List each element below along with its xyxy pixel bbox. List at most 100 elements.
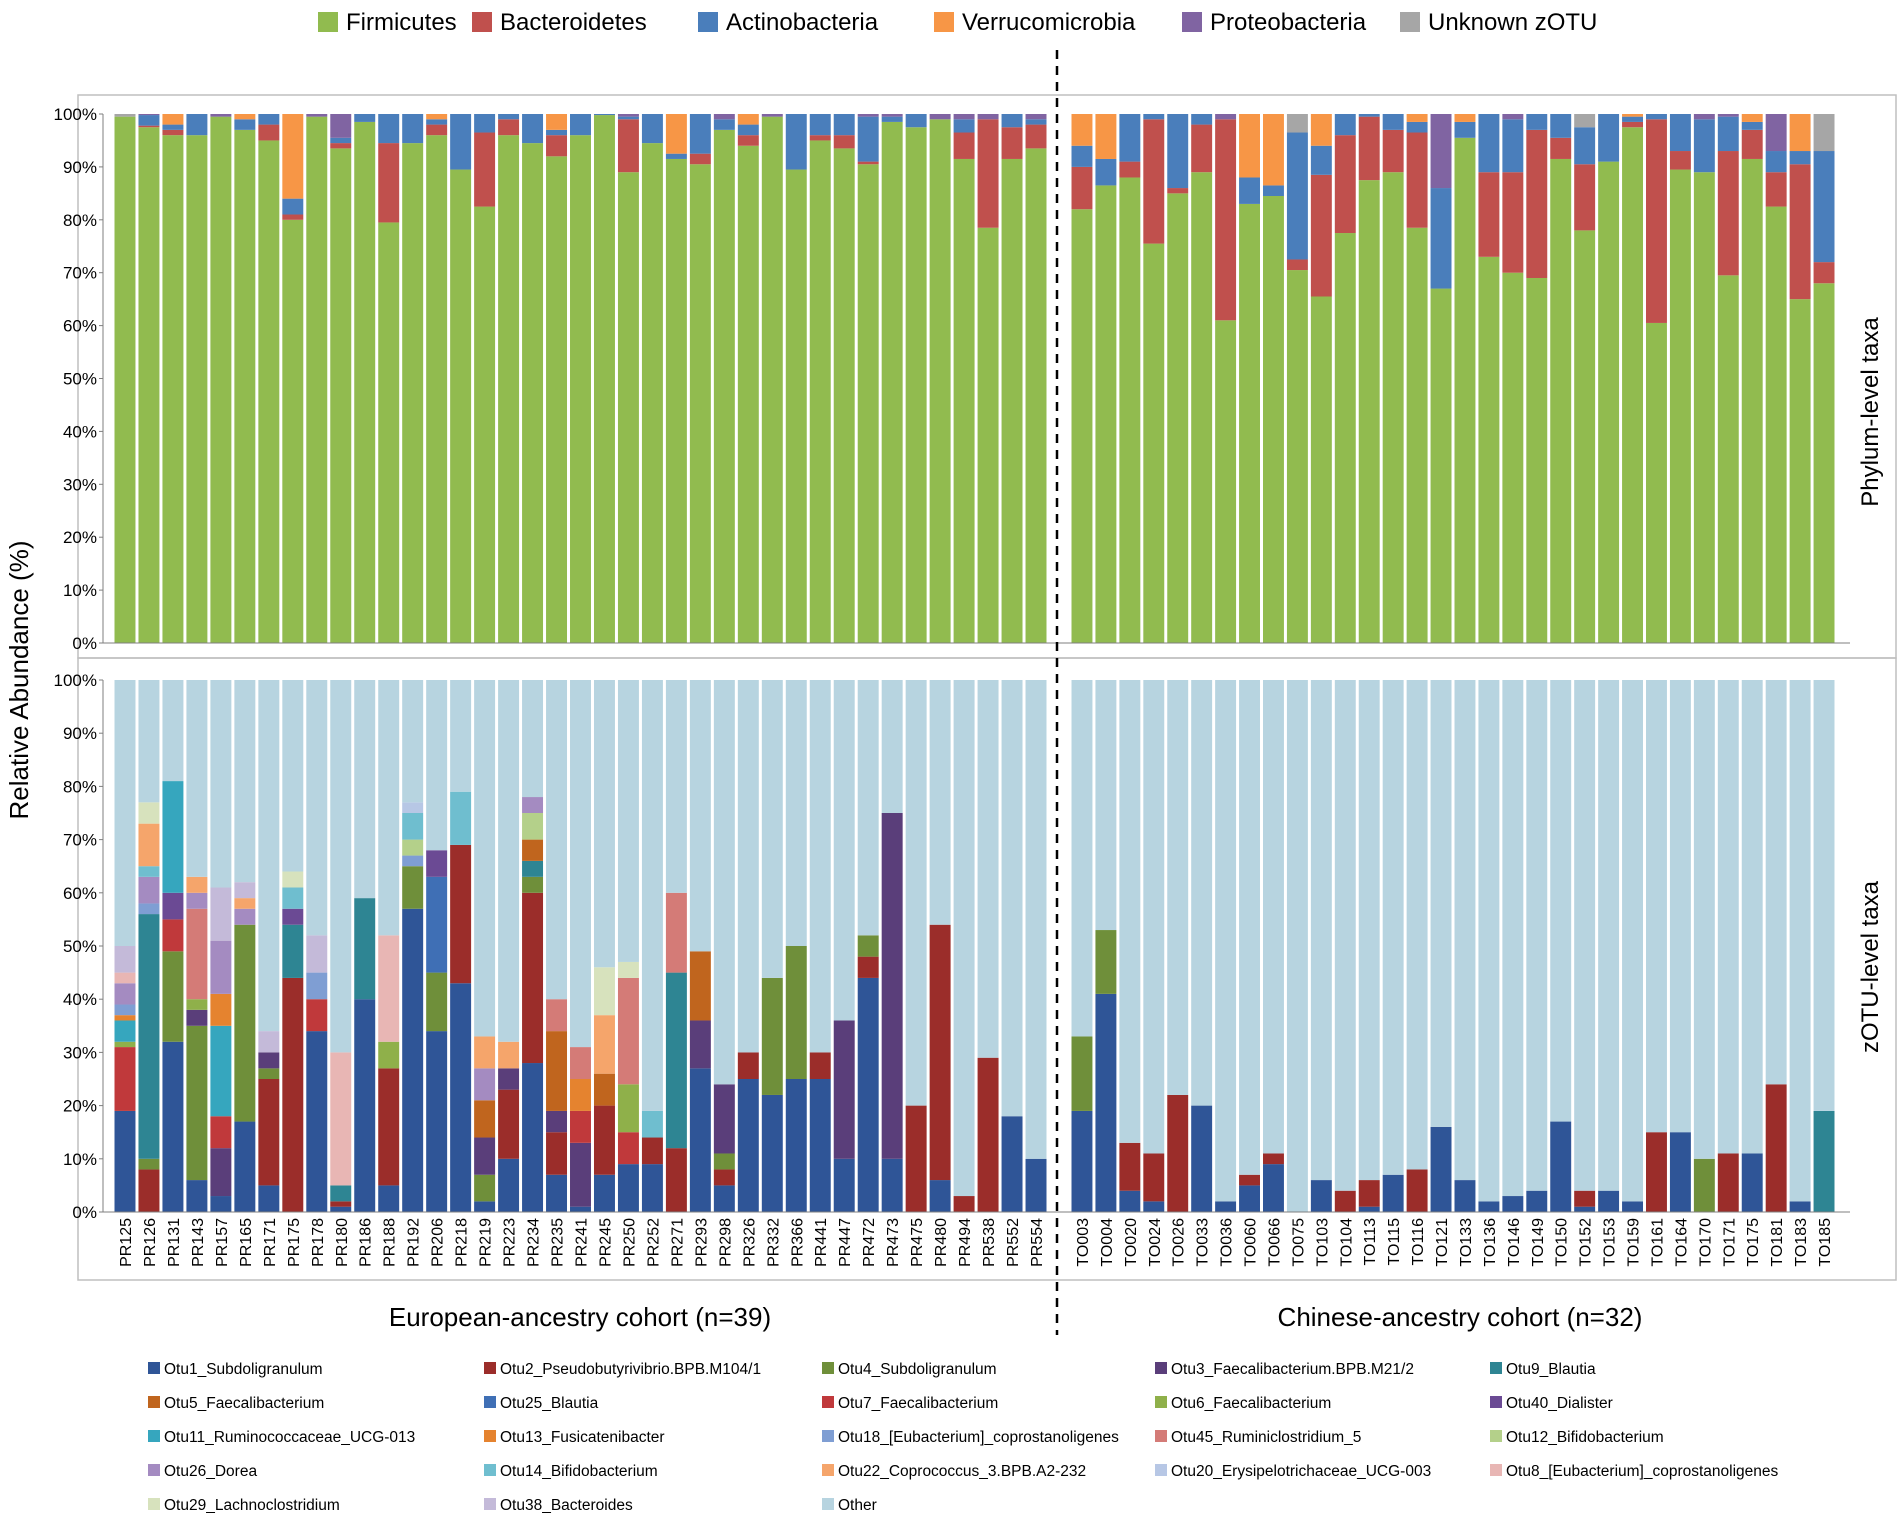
zotu-bar-segment <box>138 802 160 824</box>
phylum-bar-segment <box>881 121 903 643</box>
phylum-bar-segment <box>1239 114 1260 178</box>
zotu-bar-segment <box>402 813 424 840</box>
zotu-bar-segment <box>546 1132 568 1175</box>
zotu-panel-title: zOTU-level taxa <box>1857 880 1884 1053</box>
phylum-bar-segment <box>1215 320 1237 643</box>
otu-legend-swatch <box>1490 1430 1502 1442</box>
sample-label: PR180 <box>334 1218 351 1267</box>
zotu-bar-segment <box>1693 1158 1715 1212</box>
phylum-bar-segment <box>1263 185 1284 196</box>
otu-legend-label: Otu29_Lachnoclostridium <box>164 1497 340 1514</box>
phylum-bar-segment <box>162 129 184 136</box>
phylum-bar-segment <box>570 114 591 136</box>
phylum-bar-segment <box>1143 243 1165 644</box>
zotu-bar-segment <box>546 1031 568 1111</box>
sample-label: PR480 <box>933 1218 950 1267</box>
sample-label: PR206 <box>430 1218 447 1267</box>
phylum-bar-segment <box>234 119 256 130</box>
phylum-bar-segment <box>1765 172 1787 207</box>
sample-label: TO181 <box>1769 1218 1786 1267</box>
phylum-bar-segment <box>306 116 328 643</box>
zotu-bar-segment <box>1358 1206 1380 1212</box>
zotu-bar-segment <box>1454 680 1476 1181</box>
sample-label: PR271 <box>669 1218 686 1267</box>
zotu-bar-segment <box>1646 1132 1667 1212</box>
phylum-bar-segment <box>953 132 975 159</box>
zotu-bar-segment <box>234 1121 256 1212</box>
zotu-bar-segment <box>833 1020 855 1159</box>
phylum-legend-swatch <box>472 12 492 32</box>
phylum-bar-segment <box>641 114 663 144</box>
sample-label: PR188 <box>382 1218 399 1267</box>
phylum-bar-segment <box>1741 158 1763 643</box>
sample-label: TO159 <box>1626 1218 1643 1267</box>
phylum-bar-segment <box>1406 132 1428 228</box>
zotu-bar-segment <box>210 680 232 888</box>
sample-label: TO161 <box>1650 1218 1667 1267</box>
zotu-bar-segment <box>713 1169 735 1186</box>
phylum-bar-segment <box>378 143 400 223</box>
sample-label: PR332 <box>765 1218 782 1267</box>
zotu-tick-label: 10% <box>63 1150 97 1169</box>
zotu-bar-segment <box>138 914 160 1159</box>
phylum-bar-segment <box>737 114 759 125</box>
phylum-bar-segment <box>498 135 520 643</box>
phylum-bar-segment <box>546 129 568 136</box>
phylum-bar-segment <box>498 119 520 136</box>
zotu-bar-segment <box>522 1063 544 1212</box>
zotu-bar-segment <box>354 999 376 1212</box>
phylum-tick-label: 100% <box>54 105 97 124</box>
otu-legend-swatch <box>484 1464 496 1476</box>
phylum-bar-segment <box>1741 129 1763 159</box>
zotu-bar-segment <box>186 680 208 877</box>
otu-legend-swatch <box>1490 1464 1502 1476</box>
otu-legend-swatch <box>1155 1362 1167 1374</box>
otu-legend-swatch <box>1155 1430 1167 1442</box>
phylum-bar-segment <box>1071 166 1093 210</box>
zotu-bar-segment <box>1358 680 1380 1181</box>
zotu-bar-segment <box>665 972 687 1149</box>
zotu-bar-segment <box>833 1158 855 1212</box>
phylum-bar-segment <box>1215 114 1237 120</box>
phylum-bar-segment <box>1789 151 1811 165</box>
phylum-bar-segment <box>833 135 855 149</box>
zotu-bar-segment <box>210 1196 232 1212</box>
phylum-bar-segment <box>1025 148 1047 643</box>
zotu-bar-segment <box>450 983 472 1212</box>
zotu-bar-segment <box>402 802 424 813</box>
zotu-bar-segment <box>785 680 807 946</box>
phylum-bar-segment <box>546 135 568 157</box>
phylum-bar-segment <box>1598 114 1620 162</box>
otu-legend-label: Otu7_Faecalibacterium <box>838 1395 998 1412</box>
phylum-tick-label: 20% <box>63 528 97 547</box>
sample-label: TO036 <box>1219 1218 1236 1267</box>
phylum-bar-segment <box>426 114 448 120</box>
zotu-bar-segment <box>330 1185 352 1202</box>
otu-legend-label: Otu2_Pseudobutyrivibrio.BPB.M104/1 <box>500 1361 761 1378</box>
zotu-bar-segment <box>210 887 232 941</box>
zotu-bar-segment <box>258 1068 280 1079</box>
phylum-bar-segment <box>1550 137 1572 159</box>
otu-legend-label: Otu18_[Eubacterium]_coprostanoligenes <box>838 1429 1119 1446</box>
phylum-bar-segment <box>1310 296 1332 643</box>
zotu-bar-segment <box>210 993 232 1026</box>
zotu-bar-segment <box>1191 1105 1213 1212</box>
zotu-bar-segment <box>138 823 160 867</box>
zotu-bar-segment <box>1669 1132 1691 1212</box>
zotu-tick-label: 30% <box>63 1043 97 1062</box>
phylum-bar-segment <box>617 172 639 643</box>
zotu-tick-label: 70% <box>63 831 97 850</box>
otu-legend-label: Otu45_Ruminiclostridium_5 <box>1171 1429 1361 1446</box>
otu-legend-swatch <box>148 1464 160 1476</box>
zotu-bar-segment <box>234 898 256 909</box>
phylum-bar-segment <box>1334 233 1356 643</box>
zotu-bar-segment <box>282 887 304 909</box>
zotu-bar-segment <box>1598 680 1620 1191</box>
phylum-bar-segment <box>450 114 472 170</box>
zotu-bar-segment <box>1430 1126 1452 1212</box>
zotu-bar-segment <box>1167 680 1189 1095</box>
phylum-bar-segment <box>1813 262 1835 284</box>
phylum-bar-segment <box>426 135 448 643</box>
otu-legend-swatch <box>822 1430 834 1442</box>
